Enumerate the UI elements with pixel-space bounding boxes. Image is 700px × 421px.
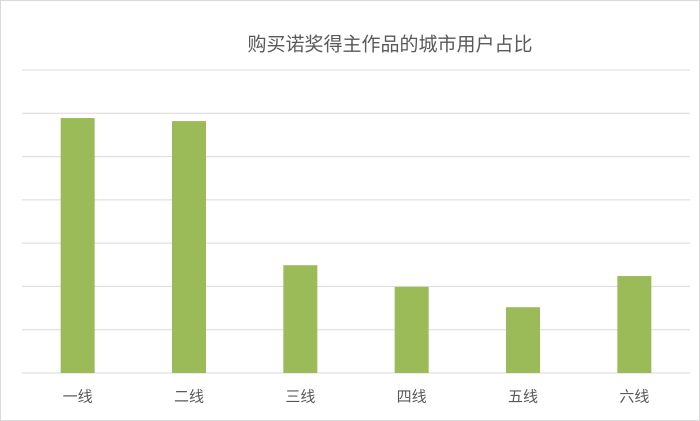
chart-title: 购买诺奖得主作品的城市用户占比 — [247, 34, 532, 56]
bar — [394, 286, 429, 373]
bar — [506, 307, 540, 373]
bar — [172, 121, 206, 373]
x-tick-label: 五线 — [508, 388, 538, 406]
bar — [283, 265, 318, 373]
x-tick-label: 二线 — [174, 388, 204, 406]
x-tick-label: 一线 — [63, 388, 93, 406]
x-tick-label: 六线 — [619, 388, 649, 406]
x-tick-label: 三线 — [285, 388, 315, 406]
x-tick-label: 四线 — [397, 388, 427, 406]
bar — [60, 118, 95, 373]
bar — [617, 276, 652, 373]
